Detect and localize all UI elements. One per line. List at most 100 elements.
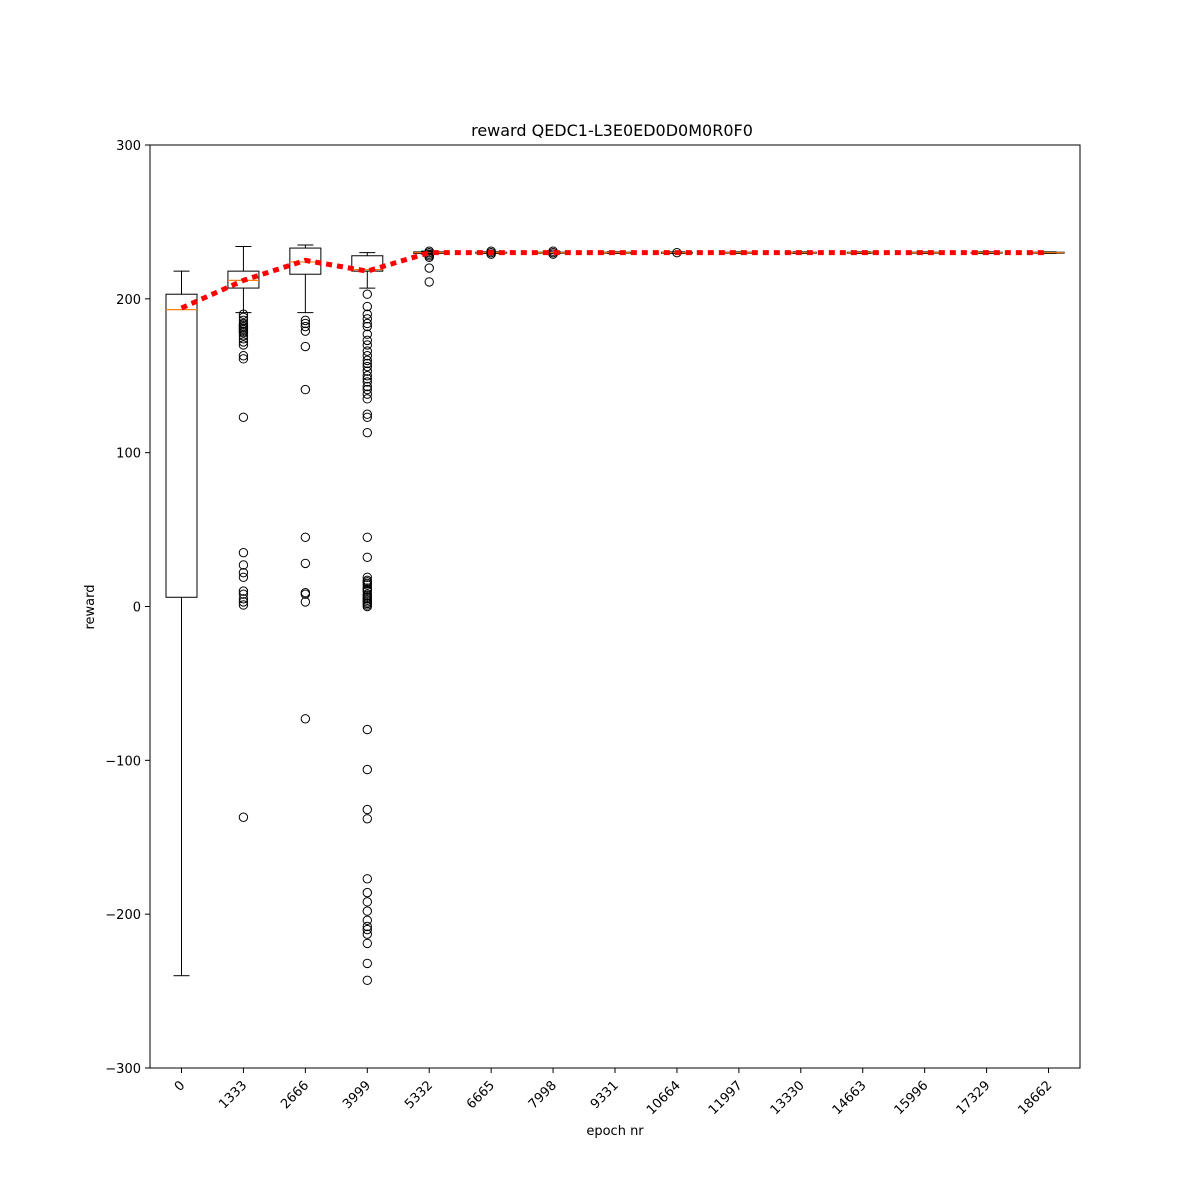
outlier-point [238, 340, 249, 350]
x-tick-label: 5332 [402, 1078, 436, 1112]
outlier-point [362, 572, 372, 582]
outlier-point [300, 341, 311, 352]
outlier-point [362, 409, 372, 419]
outlier-point [362, 929, 372, 939]
outlier-point [362, 361, 372, 372]
outlier-point [424, 252, 434, 262]
x-axis-label: epoch nr [586, 1124, 644, 1139]
box-7998 [537, 251, 570, 254]
outlier-point [362, 374, 372, 384]
y-ticks: −300 −200 −100 0 100 200 300 [105, 139, 150, 1077]
x-tick-label: 13330 [768, 1078, 808, 1118]
outlier-point [362, 335, 372, 346]
y-axis-label: reward [83, 584, 98, 629]
outlier-point [486, 249, 496, 259]
outlier-point [238, 589, 249, 599]
box-body [351, 255, 384, 272]
y-tick-label: 100 [116, 447, 141, 462]
plot-area-frame [149, 144, 1081, 1069]
outlier-point [362, 552, 372, 562]
outlier-point [238, 312, 249, 322]
chart-title: reward QEDC1-L3E0ED0D0M0R0F0 [471, 121, 753, 140]
x-tick-label: 7998 [526, 1078, 560, 1112]
x-tick-label: 14663 [830, 1078, 870, 1118]
outlier-point [362, 358, 372, 369]
outlier-point [362, 580, 372, 590]
outlier-point [362, 377, 372, 387]
outlier-point [362, 412, 372, 422]
outlier-point [362, 340, 372, 350]
outlier-point [362, 906, 372, 916]
outlier-point [362, 804, 372, 815]
y-tick-label: 300 [116, 139, 141, 154]
outlier-point [238, 586, 249, 596]
outlier-point [362, 874, 372, 884]
x-tick-label: 17329 [954, 1078, 994, 1118]
outlier-point [300, 597, 311, 607]
outlier-point [362, 394, 372, 404]
outlier-point [238, 812, 249, 822]
outlier-point [362, 384, 372, 395]
outlier-point [238, 351, 249, 361]
x-tick-label: 0 [172, 1078, 188, 1094]
outlier-point [424, 263, 434, 273]
outliers [238, 246, 682, 986]
outlier-point [362, 355, 372, 366]
outlier-point [300, 589, 311, 599]
y-tick-label: 200 [116, 293, 141, 308]
y-tick-label: −300 [105, 1062, 141, 1077]
outlier-point [362, 921, 372, 932]
x-tick-label: 9331 [588, 1078, 622, 1112]
outlier-point [362, 586, 372, 596]
outlier-point [362, 915, 372, 926]
x-tick-label: 10664 [644, 1078, 684, 1118]
outlier-point [362, 887, 372, 898]
outlier-point [238, 560, 249, 570]
outlier-point [362, 301, 372, 312]
box-11997 [722, 251, 755, 254]
x-tick-label: 3999 [340, 1078, 374, 1112]
outlier-point [300, 326, 311, 336]
outlier-point [362, 938, 372, 949]
outlier-point [362, 351, 372, 361]
outlier-point [300, 532, 311, 542]
outlier-point [238, 412, 249, 422]
x-tick-label: 15996 [892, 1078, 932, 1118]
outlier-point [238, 567, 249, 578]
outlier-point [362, 897, 372, 907]
outlier-point [362, 924, 372, 935]
outlier-point [300, 384, 311, 395]
outlier-point [238, 309, 249, 319]
outlier-point [362, 532, 372, 542]
outlier-point [362, 958, 372, 969]
outlier-point [362, 318, 372, 329]
x-ticks: 0 1333 2666 3999 5332 6665 7998 9331 10664 11997 1… [172, 1068, 1055, 1118]
mean-line-layer [180, 250, 1049, 311]
outlier-point [238, 315, 249, 326]
outlier-point [362, 371, 372, 381]
box-body [227, 270, 260, 289]
box-2666 [289, 244, 322, 314]
outlier-point [362, 366, 372, 376]
outlier-point [362, 389, 372, 399]
outlier-point [300, 318, 311, 329]
outlier-point [362, 814, 372, 824]
x-tick-label: 6665 [464, 1078, 498, 1112]
x-tick-label: 2666 [278, 1078, 312, 1112]
outlier-point [362, 309, 372, 319]
outlier-point [362, 724, 372, 735]
outlier-point [238, 547, 249, 558]
y-tick-label: −100 [105, 754, 141, 769]
box-15996 [908, 251, 941, 254]
outlier-point [300, 315, 311, 326]
outlier-point [672, 247, 682, 258]
outlier-point [362, 764, 372, 775]
outlier-point [300, 714, 311, 724]
outlier-point [238, 600, 249, 610]
outlier-point [362, 329, 372, 339]
outlier-point [238, 334, 249, 344]
box-body [165, 293, 198, 598]
outlier-point [238, 597, 249, 607]
box-9331 [599, 251, 632, 254]
